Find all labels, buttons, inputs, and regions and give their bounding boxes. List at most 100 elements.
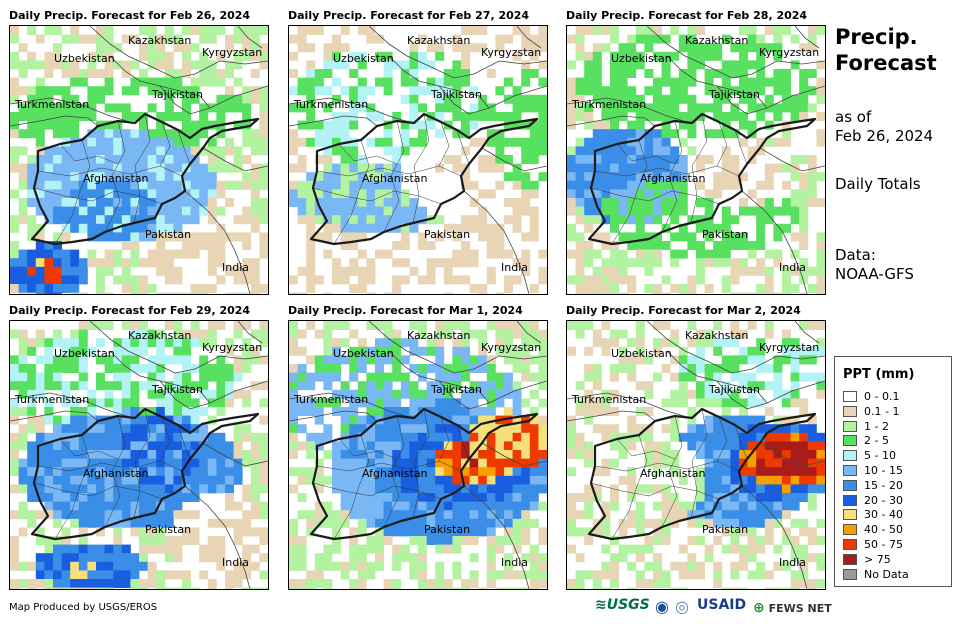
precip-cell: [529, 321, 539, 330]
precip-cell: [53, 60, 62, 70]
precip-cell: [529, 389, 539, 399]
precip-cell: [400, 60, 410, 70]
precip-cell: [139, 450, 148, 459]
precip-cell: [400, 441, 410, 451]
precip-cell: [306, 241, 316, 250]
precip-cell: [147, 198, 157, 207]
precip-cell: [443, 86, 453, 96]
precip-cell: [529, 329, 539, 339]
precip-cell: [807, 266, 817, 276]
precip-cell: [53, 266, 62, 276]
precip-cell: [70, 155, 80, 164]
precip-cell: [156, 292, 166, 294]
precip-cell: [409, 415, 419, 425]
precip-cell: [799, 198, 809, 207]
label-kazakhstan: Kazakhstan: [685, 329, 748, 342]
precip-cell: [773, 249, 783, 259]
precip-cell: [592, 570, 602, 580]
precip-cell: [44, 355, 54, 365]
precip-cell: [121, 163, 131, 173]
precip-cell: [18, 338, 28, 348]
precip-cell: [409, 398, 419, 408]
precip-cell: [678, 69, 688, 78]
precip-cell: [18, 510, 28, 520]
precip-cell: [250, 34, 260, 44]
precip-cell: [618, 77, 628, 87]
precip-cell: [366, 26, 376, 35]
precip-cell: [375, 172, 384, 182]
precip-cell: [478, 155, 488, 164]
precip-cell: [495, 381, 505, 391]
precip-cell: [121, 364, 131, 373]
precip-cell: [242, 155, 252, 164]
precip-cell: [96, 475, 105, 485]
precip-cell: [653, 561, 662, 571]
precip-cell: [182, 579, 191, 588]
precip-cell: [242, 180, 252, 190]
label-tajikistan: Tajikistan: [708, 88, 760, 101]
precip-cell: [147, 501, 157, 511]
precip-cell: [739, 381, 748, 391]
precip-cell: [486, 275, 496, 285]
precip-cell: [567, 198, 576, 207]
precip-cell: [747, 189, 757, 199]
precip-cell: [173, 180, 183, 190]
precip-cell: [504, 284, 513, 293]
precip-cell: [635, 51, 645, 61]
precip-cell: [44, 215, 54, 225]
precip-cell: [173, 275, 183, 285]
precip-cell: [461, 493, 470, 502]
precip-cell: [807, 372, 817, 382]
legend-item: 1 - 2: [843, 420, 889, 434]
precip-cell: [207, 77, 217, 87]
precip-cell: [773, 510, 783, 520]
precip-cell: [644, 180, 654, 190]
legend-item: No Data: [843, 568, 909, 582]
precip-cell: [366, 223, 376, 233]
precip-cell: [618, 215, 628, 225]
precip-cell: [113, 424, 123, 434]
precip-cell: [653, 137, 662, 147]
precip-cell: [259, 137, 268, 147]
precip-cell: [575, 180, 585, 190]
precip-cell: [139, 137, 148, 147]
precip-cell: [139, 163, 148, 173]
precip-cell: [452, 544, 462, 554]
precip-cell: [216, 407, 226, 416]
precip-cell: [113, 103, 123, 113]
precip-cell: [349, 51, 359, 61]
precip-cell: [773, 389, 783, 399]
province-border: [333, 434, 370, 540]
precip-cell: [661, 338, 671, 348]
precip-cell: [96, 321, 105, 330]
precip-cell: [618, 527, 628, 537]
precip-cell: [687, 112, 697, 121]
precip-cell: [504, 527, 513, 537]
precip-cell: [653, 518, 662, 528]
precip-cell: [366, 501, 376, 511]
precip-cell: [443, 501, 453, 511]
precip-cell: [156, 424, 166, 434]
precip-cell: [495, 86, 505, 96]
precip-cell: [426, 60, 436, 70]
precip-cell: [764, 94, 774, 104]
precip-cell: [409, 120, 419, 130]
precip-cell: [44, 189, 54, 199]
precip-cell: [469, 415, 479, 425]
precip-cell: [773, 112, 783, 121]
precip-cell: [400, 475, 410, 485]
precip-cell: [687, 275, 697, 285]
precip-cell: [87, 475, 97, 485]
legend-label: 10 - 15: [864, 464, 903, 477]
precip-cell: [233, 424, 243, 434]
precip-cell: [349, 284, 359, 293]
precip-cell: [182, 415, 191, 425]
precip-cell: [164, 26, 174, 35]
precip-cell: [190, 172, 200, 182]
precip-cell: [61, 223, 71, 233]
precip-cell: [426, 266, 436, 276]
precip-cell: [730, 241, 740, 250]
precip-cell: [644, 198, 654, 207]
precip-cell: [538, 424, 547, 434]
precip-cell: [139, 198, 148, 207]
